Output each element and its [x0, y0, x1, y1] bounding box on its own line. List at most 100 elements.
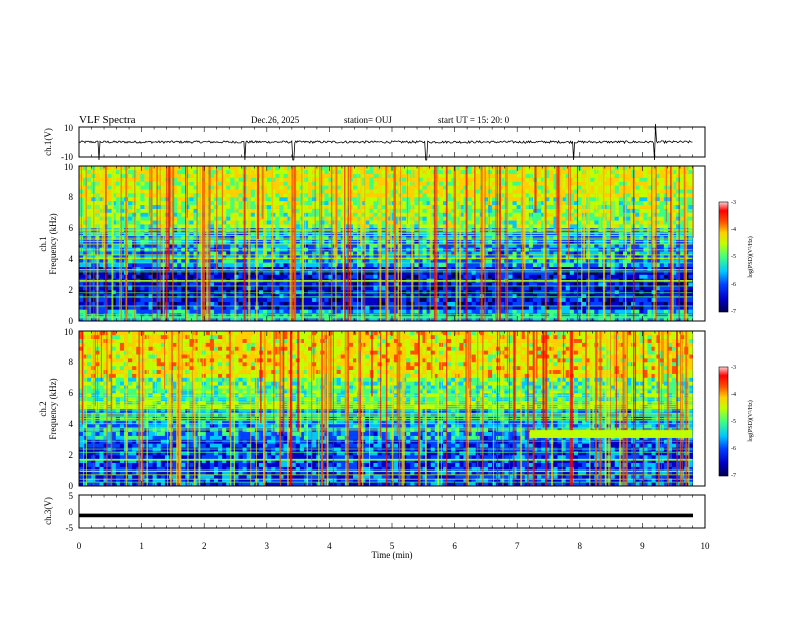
- spectrogram-cell: [230, 220, 234, 224]
- spectrogram-cell: [549, 170, 553, 174]
- spectrogram-cell: [153, 201, 157, 205]
- spectrogram-cell: [451, 263, 455, 267]
- spectrogram-cell: [423, 220, 427, 224]
- spectrogram-cell: [304, 189, 308, 193]
- spectrogram-cell: [562, 302, 566, 306]
- spectrogram-cell: [275, 170, 279, 174]
- spectrogram-cell: [447, 170, 451, 174]
- spectrogram-cell: [108, 224, 112, 228]
- spectrogram-cell: [128, 275, 132, 279]
- spectrogram-cell: [189, 193, 193, 197]
- spectrogram-cell: [488, 298, 492, 302]
- spectrogram-cell: [230, 182, 234, 186]
- spectrogram-cell: [439, 302, 443, 306]
- spectrogram-cell: [239, 263, 243, 267]
- spectrogram-cell: [87, 178, 91, 182]
- spectrogram-cell: [136, 205, 140, 209]
- spectrogram-cell: [549, 166, 553, 170]
- spectrogram-cell: [517, 309, 521, 313]
- spectrogram-cell: [267, 193, 271, 197]
- spectrogram-cell: [251, 213, 255, 217]
- spectrogram-cell: [529, 271, 533, 275]
- spectrogram-cell: [283, 197, 287, 201]
- spectrogram-cell: [549, 193, 553, 197]
- spectrogram-cell: [83, 205, 87, 209]
- spectrogram-cell: [83, 286, 87, 290]
- spectrogram-cell: [324, 174, 328, 178]
- spectrogram-cell: [517, 263, 521, 267]
- spectrogram-cell: [83, 209, 87, 213]
- spectrogram-cell: [259, 290, 263, 294]
- spectrogram-cell: [296, 298, 300, 302]
- spectrogram-cell: [488, 271, 492, 275]
- spectrogram-cell: [279, 178, 283, 182]
- spectrogram-cell: [533, 298, 537, 302]
- spectrogram-cell: [120, 263, 124, 267]
- spectrogram-cell: [108, 178, 112, 182]
- spectrogram-cell: [128, 216, 132, 220]
- spectrogram-cell: [177, 224, 181, 228]
- spectrogram-cell: [108, 275, 112, 279]
- spectrogram-cell: [144, 286, 148, 290]
- spectrogram-cell: [304, 298, 308, 302]
- spectrogram-cell: [239, 185, 243, 189]
- spectrogram-cell: [566, 178, 570, 182]
- spectrogram-cell: [108, 209, 112, 213]
- spectrogram-cell: [99, 275, 103, 279]
- spectrogram-cell: [324, 201, 328, 205]
- spectrogram-cell: [83, 178, 87, 182]
- spectrogram-cell: [373, 213, 377, 217]
- spectrogram-cell: [108, 189, 112, 193]
- spectrogram-cell: [304, 275, 308, 279]
- spectrogram-cell: [87, 220, 91, 224]
- spectrogram-cell: [275, 220, 279, 224]
- spectrogram-cell: [537, 170, 541, 174]
- spectrogram-cell: [153, 182, 157, 186]
- spectrogram-cell: [263, 302, 267, 306]
- spectrogram-cell: [283, 178, 287, 182]
- spectrogram-cell: [312, 302, 316, 306]
- spectrogram-cell: [283, 193, 287, 197]
- spectrogram-cell: [517, 302, 521, 306]
- spectrogram-cell: [312, 201, 316, 205]
- spectrogram-cell: [283, 275, 287, 279]
- spectrogram-cell: [529, 286, 533, 290]
- spectrogram-cell: [128, 170, 132, 174]
- spectrogram-cell: [312, 170, 316, 174]
- spectrogram-cell: [324, 170, 328, 174]
- spectrogram-cell: [120, 166, 124, 170]
- spectrogram-cell: [423, 298, 427, 302]
- spectrogram-cell: [177, 178, 181, 182]
- spectrogram-cell: [181, 290, 185, 294]
- ch1-spectrogram-image: [79, 166, 694, 321]
- spectrogram-cell: [267, 209, 271, 213]
- spectrogram-cell: [275, 298, 279, 302]
- spectrogram-cell: [140, 275, 144, 279]
- spectrogram-cell: [128, 193, 132, 197]
- spectrogram-cell: [226, 216, 230, 220]
- spectrogram-cell: [488, 189, 492, 193]
- spectrogram-cell: [447, 290, 451, 294]
- spectrogram-cell: [283, 224, 287, 228]
- spectrogram-cell: [566, 193, 570, 197]
- spectrogram-cell: [468, 178, 472, 182]
- spectrogram-cell: [373, 309, 377, 313]
- spectrogram-cell: [353, 263, 357, 267]
- spectrogram-cell: [406, 213, 410, 217]
- spectrogram-cell: [181, 271, 185, 275]
- spectrogram-cell: [439, 275, 443, 279]
- spectrogram-cell: [476, 298, 480, 302]
- spectrogram-cell: [230, 174, 234, 178]
- spectrogram-cell: [275, 213, 279, 217]
- spectrogram-cell: [173, 275, 177, 279]
- spectrogram-cell: [120, 298, 124, 302]
- spectrogram-cell: [181, 189, 185, 193]
- spectrogram-cell: [423, 286, 427, 290]
- spectrogram-cell: [267, 166, 271, 170]
- spectrogram-cell: [513, 205, 517, 209]
- spectrogram-cell: [308, 170, 312, 174]
- spectrogram-cell: [468, 302, 472, 306]
- spectrogram-cell: [513, 166, 517, 170]
- spectrogram-cell: [553, 298, 557, 302]
